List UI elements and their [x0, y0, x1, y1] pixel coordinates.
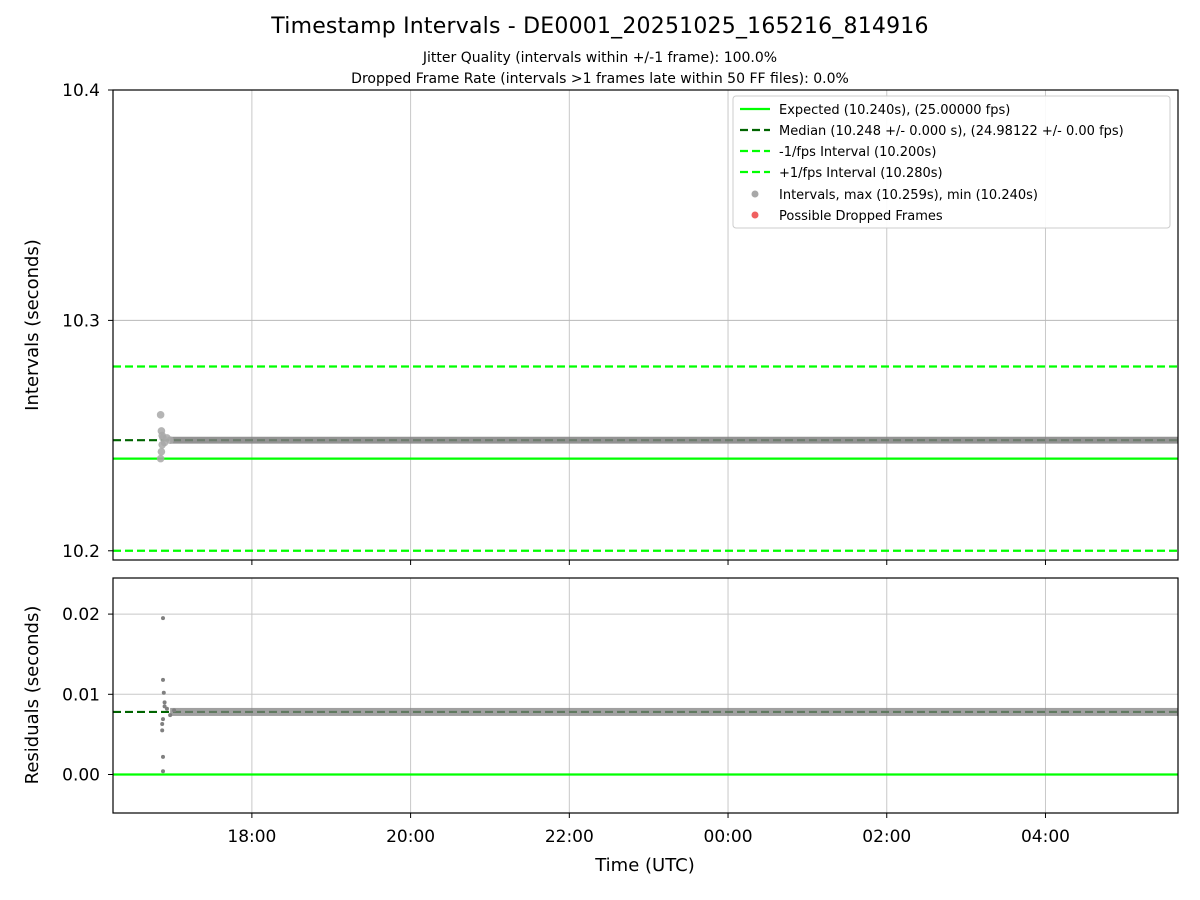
- legend-dropped-swatch: [751, 211, 759, 219]
- intervals-plot-frame: [112, 89, 1179, 561]
- residuals-grid: [113, 578, 1178, 813]
- legend-intervals-label: Intervals, max (10.259s), min (10.240s): [779, 188, 1038, 203]
- legend-median-label: Median (10.248 +/- 0.000 s), (24.98122 +…: [779, 124, 1124, 139]
- residual-point-7: [160, 728, 165, 733]
- chart-subtitle-dropped: Dropped Frame Rate (intervals >1 frames …: [351, 71, 849, 87]
- residual-point-6: [160, 721, 165, 726]
- intervals-x-tick-marks: [251, 560, 1046, 565]
- residual-point-5: [160, 717, 165, 722]
- residual-point-8: [160, 754, 165, 759]
- legend-box: [732, 95, 1171, 229]
- interval-point-5: [156, 454, 165, 463]
- legend-plus-fps-label: +1/fps Interval (10.280s): [779, 166, 943, 181]
- residuals-plot-frame: [112, 577, 1179, 814]
- residual-point-3: [162, 700, 167, 705]
- residual-point-12: [172, 708, 177, 713]
- x-axis-label: Time (UTC): [594, 855, 695, 876]
- chart-title: Timestamp Intervals - DE0001_20251025_16…: [271, 14, 929, 39]
- intervals-data-band: [170, 436, 1178, 444]
- intervals-y-axis-label: Intervals (seconds): [22, 239, 43, 411]
- residuals-reference-lines: [113, 710, 1178, 776]
- legend-intervals-swatch: [751, 190, 759, 198]
- residual-point-0: [160, 616, 165, 621]
- x-tick-label-3: 00:00: [704, 827, 753, 847]
- residuals-data-band: [170, 707, 1178, 716]
- intervals-reference-lines: [113, 365, 1178, 552]
- residuals-y-tick-label-0: 0.00: [62, 766, 100, 786]
- intervals-y-tick-label-0: 10.2: [62, 542, 100, 562]
- intervals-y-tick-label-2: 10.4: [62, 81, 100, 101]
- residuals-y-axis-label: Residuals (seconds): [22, 606, 43, 785]
- residuals-band: [170, 707, 1178, 716]
- residual-point-10: [164, 706, 169, 711]
- residuals-y-tick-label-2: 0.02: [62, 605, 100, 625]
- x-tick-label-0: 18:00: [227, 827, 276, 847]
- x-tick-label-2: 22:00: [545, 827, 594, 847]
- intervals-band: [170, 436, 1178, 444]
- intervals-y-ticks: 10.2 10.3 10.4: [62, 81, 113, 562]
- residuals-y-tick-label-1: 0.01: [62, 685, 100, 705]
- residual-point-9: [160, 769, 165, 774]
- legend-dropped-label: Possible Dropped Frames: [779, 209, 943, 224]
- residuals-x-ticks: 18:00 20:00 22:00 00:00 02:00 04:00: [227, 813, 1070, 847]
- interval-point-9: [166, 436, 174, 444]
- residual-point-1: [160, 677, 165, 682]
- residuals-points: [160, 616, 177, 774]
- legend-expected-label: Expected (10.240s), (25.00000 fps): [779, 103, 1010, 118]
- interval-point-4: [157, 447, 166, 456]
- interval-point-0: [156, 411, 165, 419]
- intervals-points: [156, 411, 174, 463]
- intervals-y-tick-label-1: 10.3: [62, 311, 100, 331]
- legend: Expected (10.240s), (25.00000 fps) Media…: [732, 95, 1171, 229]
- x-tick-label-5: 04:00: [1021, 827, 1070, 847]
- x-tick-label-1: 20:00: [386, 827, 435, 847]
- x-tick-label-4: 02:00: [862, 827, 911, 847]
- chart-subtitle-jitter: Jitter Quality (intervals within +/-1 fr…: [422, 50, 778, 66]
- legend-minus-fps-label: -1/fps Interval (10.200s): [779, 145, 936, 160]
- residual-point-2: [161, 690, 166, 695]
- residuals-y-ticks: 0.00 0.01 0.02: [62, 605, 113, 786]
- intervals-grid: [113, 90, 1178, 560]
- residual-point-11: [168, 713, 173, 718]
